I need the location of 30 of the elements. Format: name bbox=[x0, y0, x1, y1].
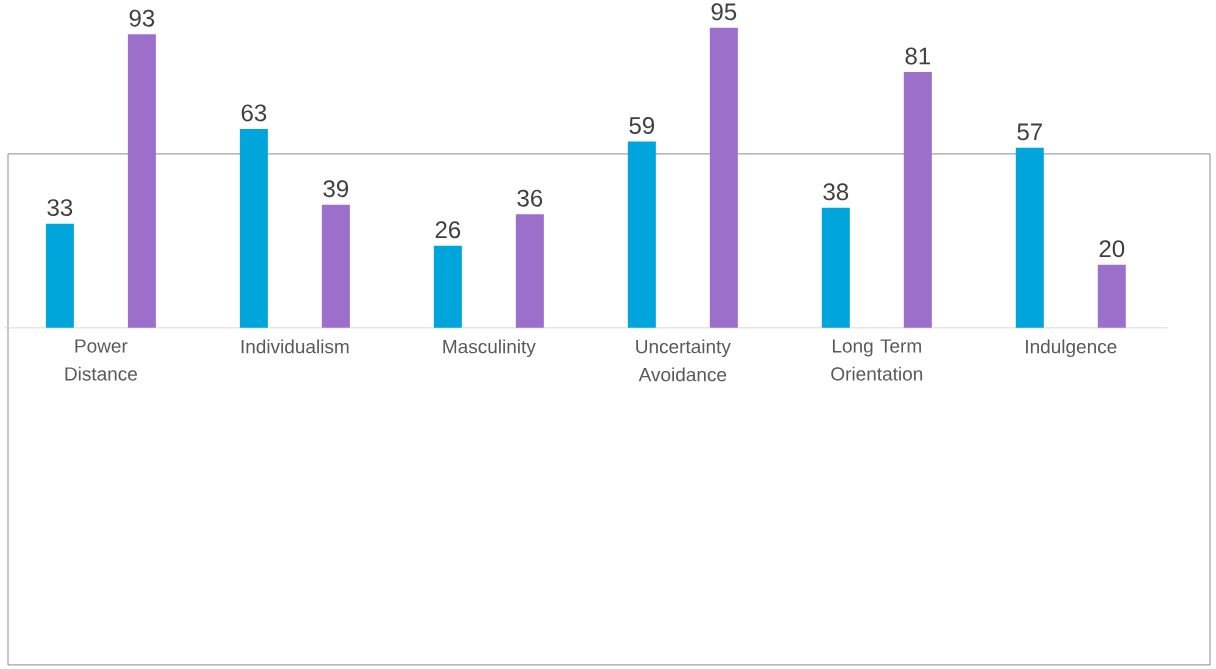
bar bbox=[515, 214, 544, 328]
data-label: 38 bbox=[823, 183, 849, 201]
x-tick-label: Power Distance bbox=[65, 339, 137, 381]
bar bbox=[1097, 264, 1126, 328]
data-label: 20 bbox=[1099, 240, 1125, 258]
bar bbox=[127, 34, 156, 328]
data-label: 63 bbox=[241, 104, 267, 122]
bar bbox=[433, 245, 462, 328]
x-tick-label: Long Term Orientation bbox=[831, 339, 923, 381]
x-tick-label: Uncertainty Avoidance bbox=[636, 339, 731, 382]
data-label: 36 bbox=[517, 189, 543, 207]
x-tick-label: Indulgence bbox=[1026, 339, 1117, 358]
data-label: 33 bbox=[47, 199, 73, 217]
data-label: 93 bbox=[129, 9, 155, 27]
bar bbox=[45, 223, 74, 328]
bar bbox=[1015, 147, 1044, 328]
data-label: 81 bbox=[905, 47, 930, 65]
data-label: 57 bbox=[1017, 123, 1042, 141]
bar bbox=[239, 128, 268, 328]
bar bbox=[821, 207, 850, 328]
bar bbox=[627, 141, 656, 328]
data-label: 95 bbox=[711, 3, 737, 21]
x-tick-label: Masculinity bbox=[443, 339, 536, 358]
data-label: 59 bbox=[629, 117, 655, 135]
data-label: 26 bbox=[435, 221, 461, 239]
data-label: 39 bbox=[323, 180, 349, 198]
bar bbox=[321, 204, 350, 328]
bar bbox=[709, 27, 738, 328]
x-tick-label: Individualism bbox=[241, 339, 349, 354]
bar bbox=[903, 72, 932, 328]
